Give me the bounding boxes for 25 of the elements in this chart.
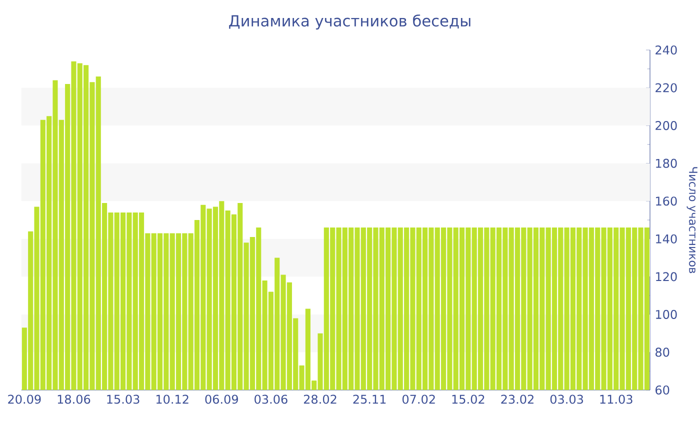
y-tick-label: 120 (656, 272, 677, 282)
x-tick-label: 15.02 (452, 394, 484, 404)
y-tick-label: 100 (656, 310, 677, 319)
x-tick-label: 10.12 (156, 394, 188, 404)
y-tick-label: 240 (656, 45, 677, 55)
x-tick-label: 06.09 (205, 394, 238, 404)
x-tick-label: 15.03 (107, 394, 140, 404)
y-tick-label: 220 (656, 83, 677, 92)
y-tick-label: 60 (656, 385, 670, 395)
y-tick-label: 200 (656, 121, 677, 130)
y-tick-label: 80 (656, 348, 670, 357)
y-tick-label: 140 (656, 234, 677, 244)
x-tick-label: 11.03 (600, 394, 632, 404)
y-tick-label: 180 (656, 158, 677, 168)
y-axis-title: Число участников (686, 167, 698, 274)
x-tick-label: 25.11 (353, 394, 386, 404)
x-tick-label: 28.02 (304, 394, 336, 404)
x-tick-label: 18.06 (58, 394, 90, 404)
x-tick-label: 23.02 (501, 394, 534, 404)
chart-title: Динамика участников беседы (229, 14, 470, 30)
x-tick-label: 07.02 (402, 394, 435, 404)
x-tick-label: 03.03 (550, 394, 583, 404)
x-tick-label: 03.06 (254, 394, 288, 404)
x-tick-label: 20.09 (8, 394, 41, 404)
y-tick-label: 160 (656, 196, 677, 206)
